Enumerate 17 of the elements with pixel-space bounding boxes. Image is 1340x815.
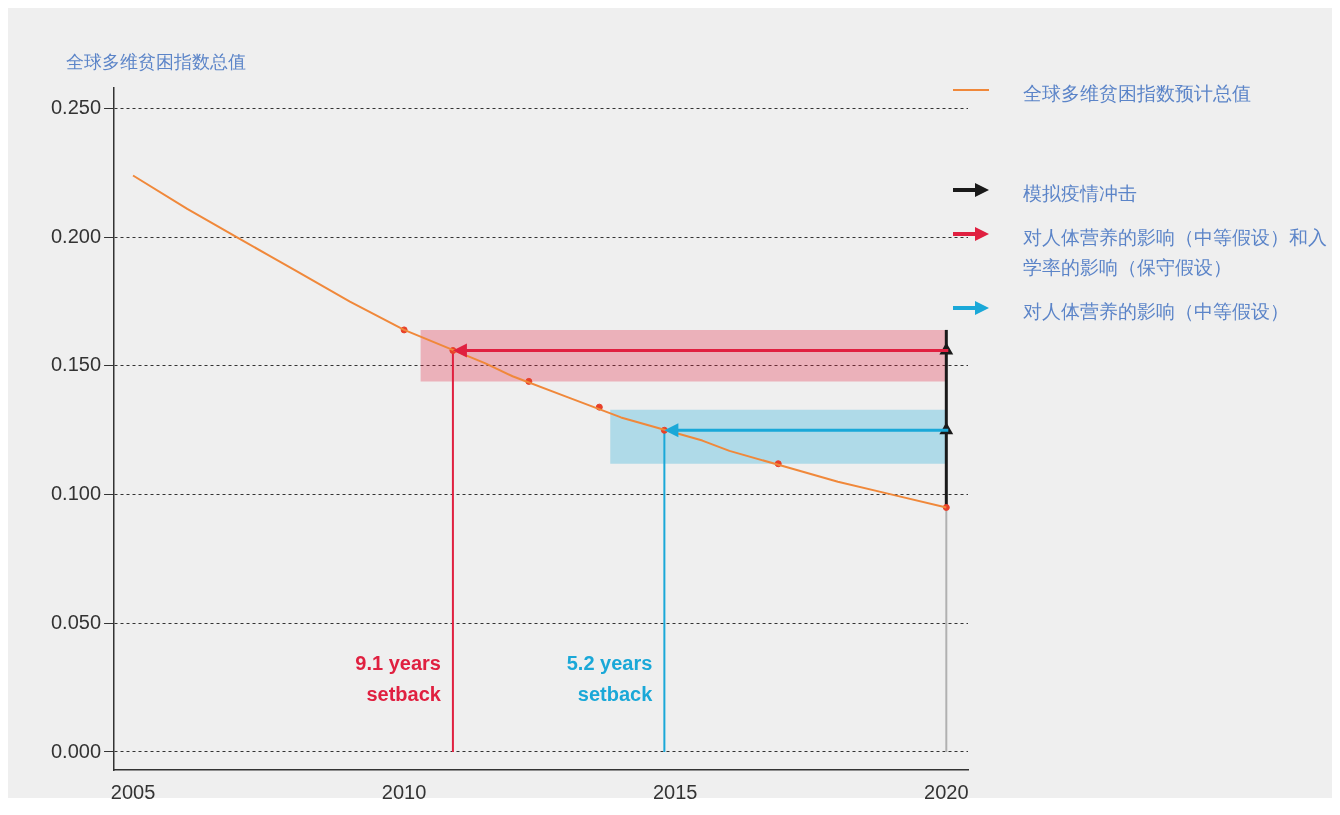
annotation: 5.2 years setback <box>566 651 654 705</box>
legend-label: 对人体营养的影响（中等假设）和入学率的影响（保守假设） <box>1023 225 1328 280</box>
y-tick-label: 0.250 <box>50 96 102 119</box>
x-tick-label: 2010 <box>381 780 427 803</box>
annotation: 9.1 years setback <box>355 651 442 705</box>
x-tick-label: 2015 <box>652 780 698 803</box>
legend-label: 模拟疫情冲击 <box>1023 181 1137 206</box>
legend-label: 对人体营养的影响（中等假设） <box>1023 299 1289 324</box>
x-tick-label: 2005 <box>110 780 156 803</box>
y-axis-title: 全球多维贫困指数总值 <box>66 50 246 74</box>
y-tick-label: 0.100 <box>50 482 102 505</box>
y-tick-label: 0.150 <box>50 353 102 376</box>
y-tick-label: 0.200 <box>50 224 102 247</box>
y-tick-label: 0.000 <box>50 739 102 762</box>
x-tick-label: 2020 <box>924 780 969 803</box>
legend-label: 全球多维贫困指数预计总值 <box>1023 81 1251 106</box>
y-tick-label: 0.050 <box>50 610 102 633</box>
